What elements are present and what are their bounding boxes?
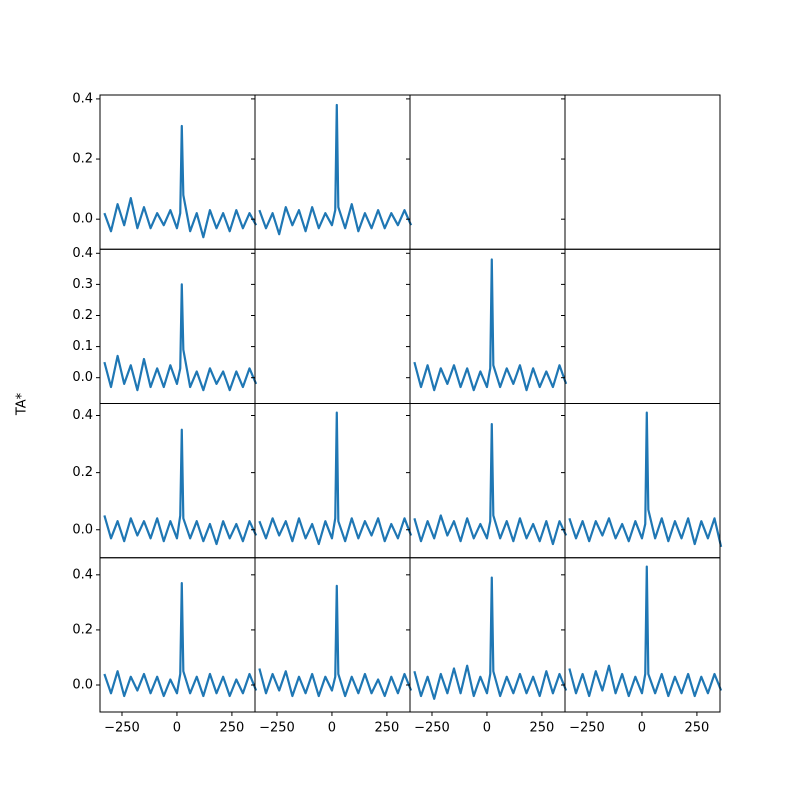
data-line — [103, 124, 258, 239]
data-line — [413, 576, 568, 700]
y-tick-label: 0.0 — [72, 678, 93, 693]
x-tick-label: 0 — [483, 721, 491, 736]
x-tick-label: 250 — [220, 721, 245, 736]
y-tick-label: 0.2 — [72, 622, 93, 637]
data-line — [103, 428, 258, 546]
y-tick-label: 0.2 — [72, 308, 93, 323]
x-tick-label: −250 — [414, 721, 450, 736]
y-tick-label: 0.1 — [72, 339, 93, 354]
y-tick-label: 0.0 — [72, 370, 93, 385]
data-line — [103, 283, 258, 392]
data-line — [103, 581, 258, 698]
y-tick-label: 0.3 — [72, 277, 93, 292]
x-tick-label: −250 — [569, 721, 605, 736]
x-tick-label: 0 — [638, 721, 646, 736]
x-tick-label: 250 — [375, 721, 400, 736]
x-tick-label: −250 — [104, 721, 140, 736]
data-line — [413, 258, 568, 392]
y-tick-label: 0.4 — [72, 567, 93, 582]
data-line — [568, 565, 723, 698]
data-line — [258, 103, 413, 236]
x-tick-label: −250 — [259, 721, 295, 736]
y-tick-label: 0.4 — [72, 246, 93, 261]
data-line — [568, 411, 723, 548]
y-tick-label: 0.2 — [72, 152, 93, 167]
y-axis-label: TA* — [15, 392, 30, 416]
data-line — [258, 411, 413, 546]
panel-frame — [564, 557, 721, 713]
data-line — [413, 422, 568, 546]
x-tick-label: 250 — [530, 721, 555, 736]
y-tick-label: 0.0 — [72, 522, 93, 537]
x-tick-label: 0 — [173, 721, 181, 736]
y-tick-label: 0.4 — [72, 408, 93, 423]
x-tick-label: 0 — [328, 721, 336, 736]
y-tick-label: 0.0 — [72, 212, 93, 227]
y-tick-label: 0.2 — [72, 465, 93, 480]
y-tick-label: 0.4 — [72, 91, 93, 106]
x-tick-label: 250 — [685, 721, 710, 736]
data-line — [258, 584, 413, 698]
